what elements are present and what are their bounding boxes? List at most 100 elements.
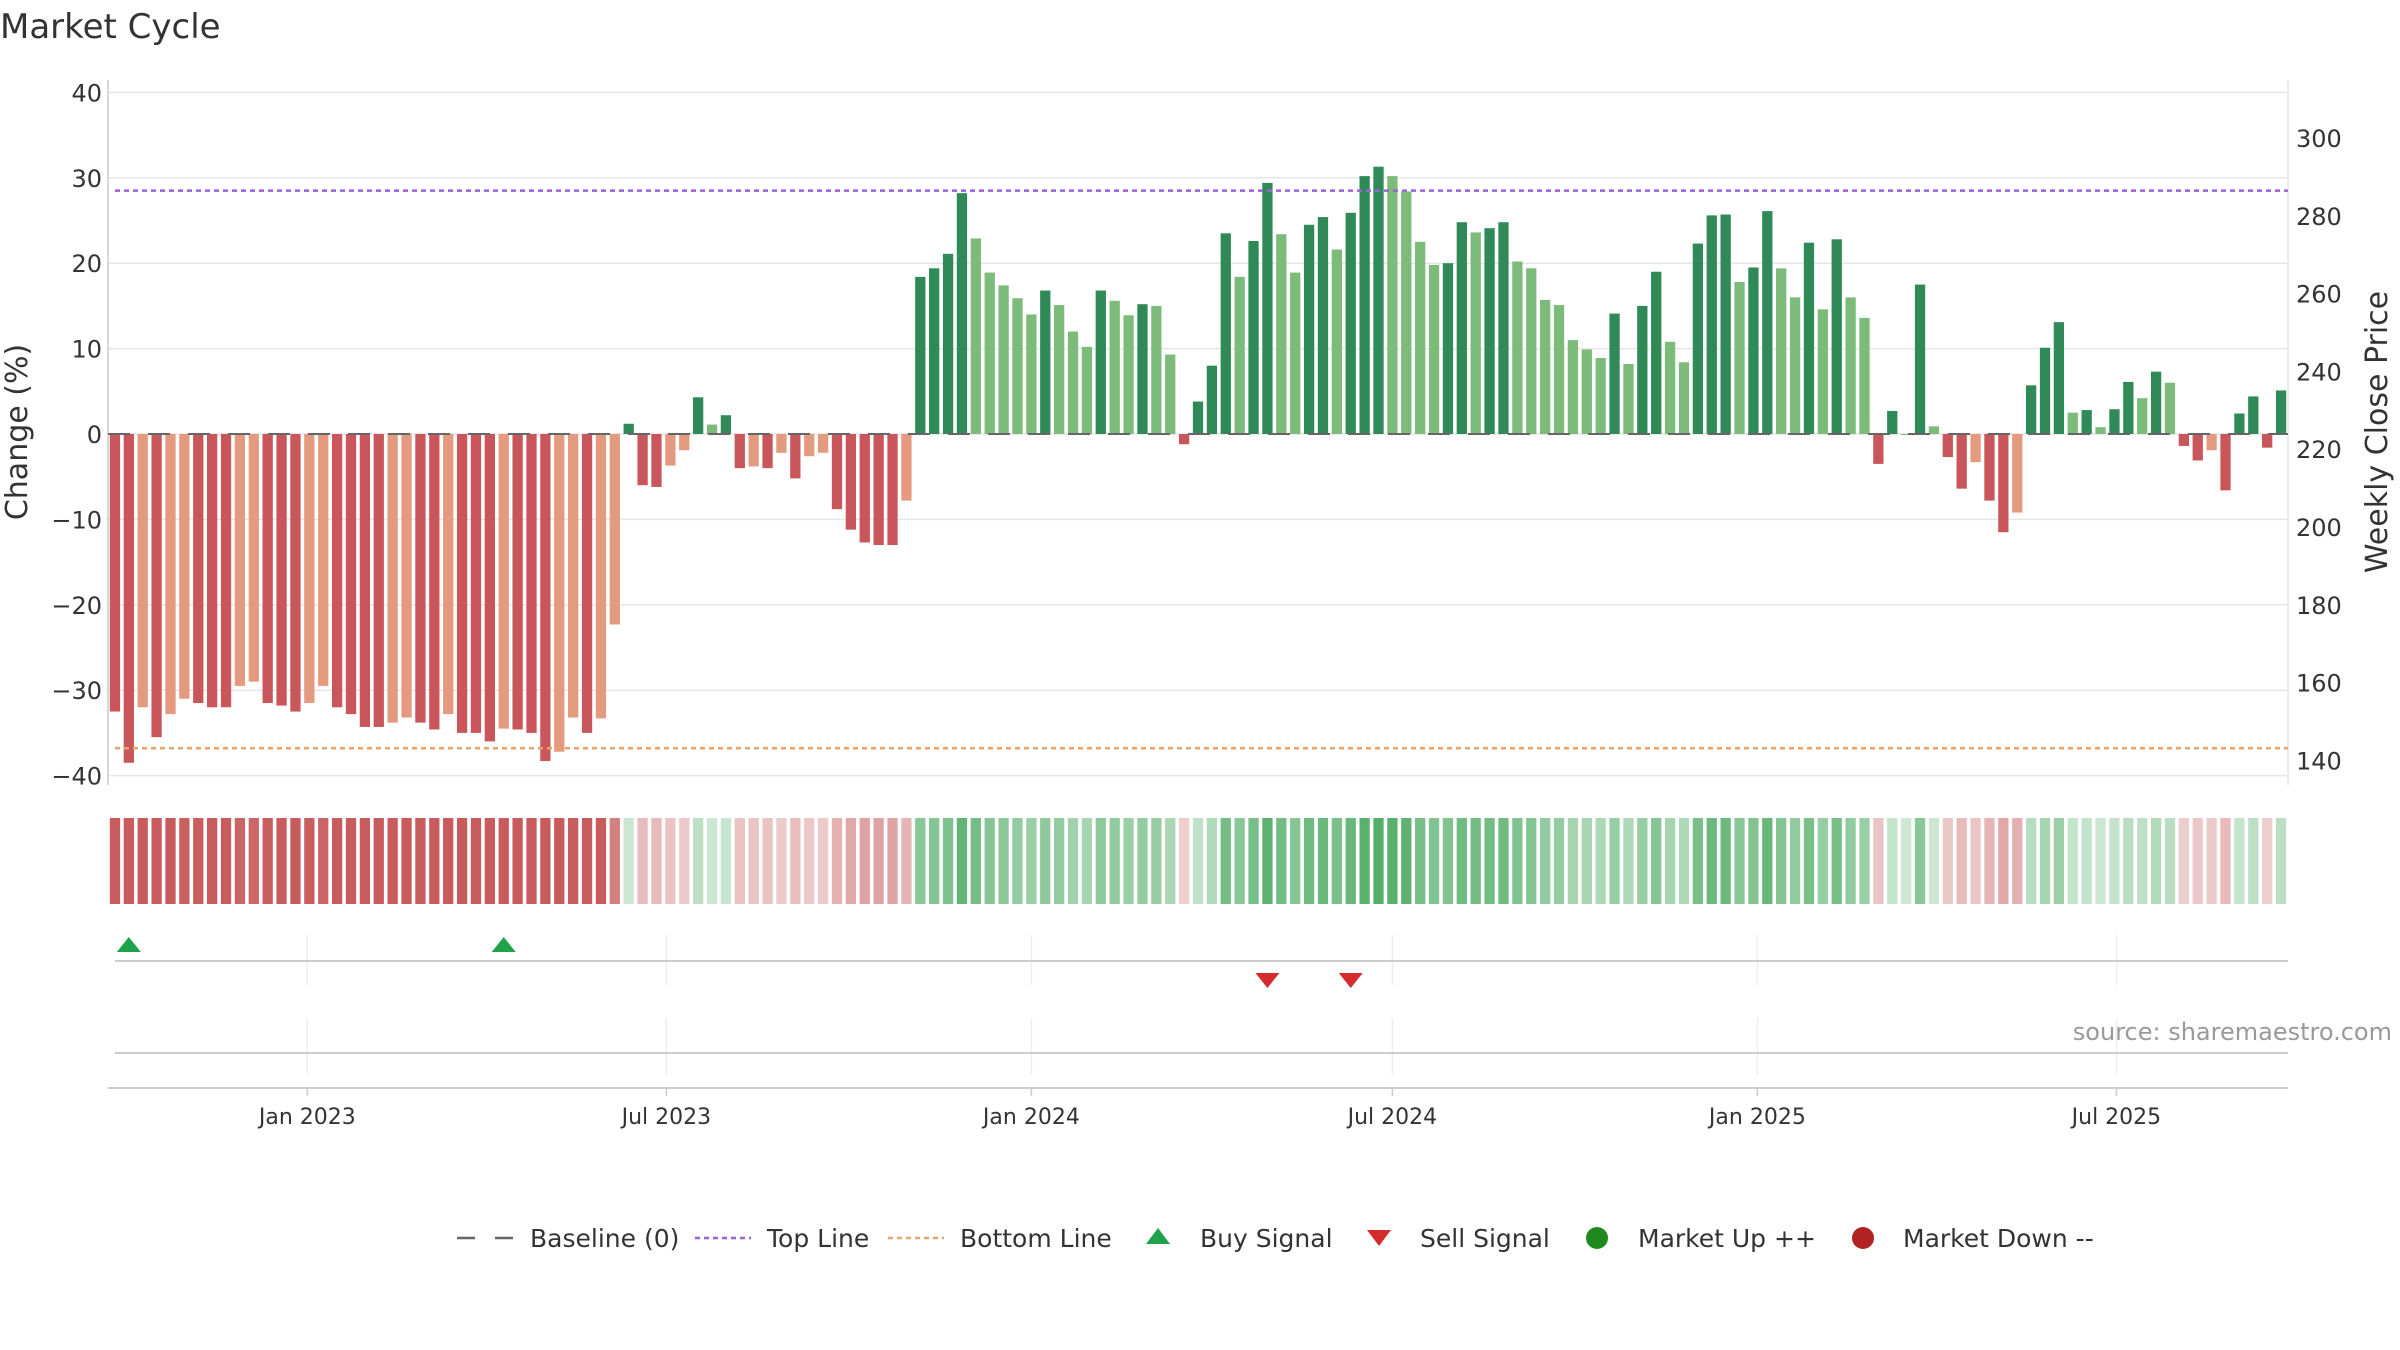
y2-tick-label: 140 [2296,747,2342,775]
state-cell [2053,818,2065,904]
change-bar [651,434,662,487]
change-bar [540,434,551,762]
state-cell [706,818,718,904]
state-cell [401,818,412,904]
change-bar [1303,224,1315,434]
y2-axis-title: Weekly Close Price [2360,291,2395,573]
change-bar [1484,228,1495,434]
change-bar [1373,166,1384,434]
change-bars [109,166,2287,763]
change-bar [1123,315,1134,434]
state-cell [193,818,204,904]
change-bar [2109,409,2120,434]
state-cell [887,818,898,904]
change-bar [901,434,912,501]
state-cell [1248,818,1259,904]
state-cell [1137,818,1148,904]
state-cell [817,818,829,904]
change-bar [1428,264,1440,434]
change-bar [304,434,315,704]
state-cell [2234,818,2245,904]
market-down-legend-icon [1852,1227,1874,1249]
state-cell [1734,818,1745,904]
legend-item-up: Market Up ++ [1586,1224,1816,1253]
change-bar [859,434,870,543]
change-bar [1192,401,1204,434]
x-tick-label: Jan 2025 [1707,1105,1806,1130]
state-cell [1303,818,1315,904]
change-bar [1512,261,1523,434]
change-bar [1984,434,1995,501]
state-cell [415,818,426,904]
change-bar [1262,182,1273,434]
state-cell [637,818,648,904]
state-cell [1456,818,1467,904]
state-cell [1081,818,1093,904]
change-bar [873,434,884,546]
buy-signal-legend-icon [1146,1228,1170,1244]
state-cell [2123,818,2134,904]
change-bar [1623,363,1634,434]
change-bar [817,434,829,453]
change-bar [220,434,232,708]
change-bar [1595,357,1606,434]
change-bar [387,434,398,723]
legend-item-bottom: Bottom Line [888,1224,1112,1253]
change-bar [1165,354,1176,434]
change-bar [331,434,343,708]
state-cell [2067,818,2078,904]
state-cell [1512,818,1523,904]
state-cell [1540,818,1551,904]
state-cell [1817,818,1828,904]
state-cell [1914,818,1926,904]
state-cell [331,818,343,904]
y2-tick-label: 180 [2296,592,2342,620]
change-bar [1415,241,1426,434]
legend-label: Market Down -- [1903,1224,2094,1253]
change-bar [1678,362,1690,434]
change-bar [2220,434,2231,491]
change-bar [1290,272,1301,434]
market-state-strip [109,818,2287,904]
change-bar [970,238,981,434]
change-bar [484,434,495,742]
state-cell [873,818,884,904]
state-cell [1664,818,1676,904]
change-bar [512,434,523,730]
state-cell [748,818,759,904]
change-bar [470,434,482,733]
change-bar [526,434,537,733]
change-bar [1748,267,1759,434]
x-tick-label: Jan 2024 [981,1105,1080,1130]
x-tick-label: Jul 2023 [620,1105,712,1130]
change-bar [734,434,745,469]
change-bar [2150,371,2162,434]
reference-lines [108,189,2288,750]
change-bar [1054,305,1065,434]
change-bar [762,434,773,469]
change-bar [845,434,857,530]
state-cell [429,818,440,904]
state-cell [1706,818,1717,904]
state-cell [1803,818,1815,904]
y2-tick-label: 220 [2296,436,2342,464]
change-bar [248,434,259,682]
state-cell [1192,818,1204,904]
state-cell [2012,818,2023,904]
change-bar [929,268,940,434]
change-bar [123,434,134,763]
state-cell [1026,818,1037,904]
legend-label: Top Line [766,1224,869,1253]
state-cell [373,818,384,904]
change-bar [1220,233,1231,434]
buy-signal-marker [116,937,141,952]
state-cell [220,818,232,904]
state-cell [1359,818,1370,904]
change-bar [609,434,620,625]
state-cell [1859,818,1870,904]
state-cell [790,818,801,904]
state-cell [2164,818,2176,904]
state-cell [456,818,468,904]
change-bar [915,276,926,434]
change-bar [2178,434,2189,446]
